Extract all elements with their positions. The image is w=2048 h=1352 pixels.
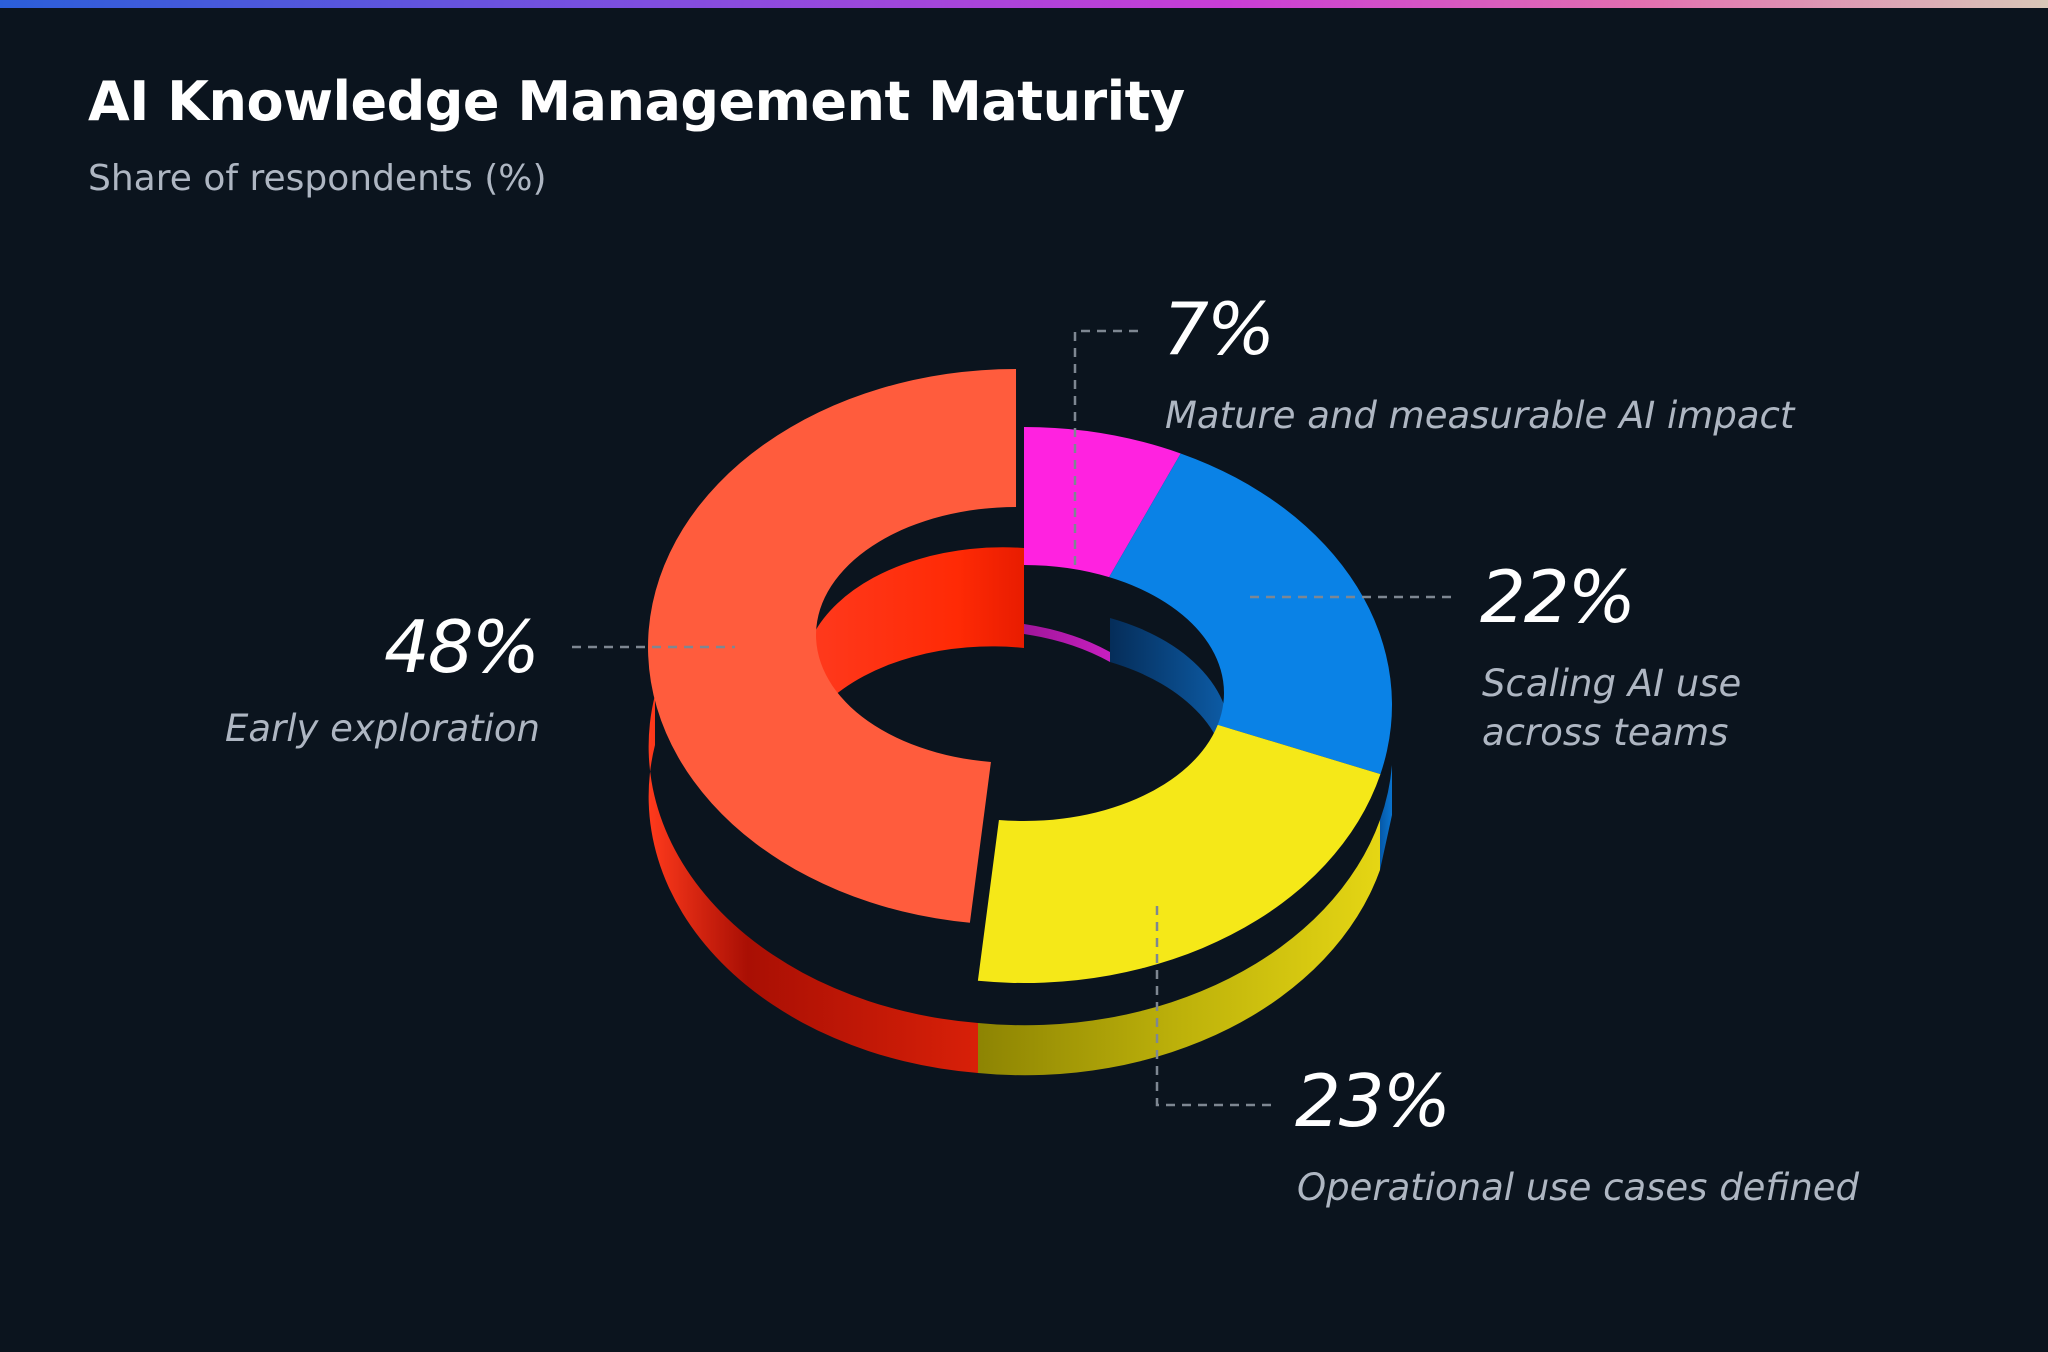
value-label-early: 48% xyxy=(384,605,538,689)
leader-line-mature xyxy=(1073,329,1138,565)
value-label-mature: 7% xyxy=(1163,287,1273,371)
slice-early-exploration-top xyxy=(648,369,1017,923)
value-label-operational: 23% xyxy=(1295,1059,1449,1143)
category-label-early: Early exploration xyxy=(225,707,540,750)
slice-scaling-inner-wall xyxy=(1110,618,1230,790)
slice-mature-top xyxy=(1024,427,1181,578)
top-accent-bar xyxy=(0,0,2048,8)
chart-title: AI Knowledge Management Maturity xyxy=(88,70,1185,133)
category-label-scaling-line2: across teams xyxy=(1482,711,1728,754)
slice-early-exploration-side xyxy=(648,695,978,1073)
slice-scaling-top xyxy=(1109,453,1392,775)
category-label-operational: Operational use cases defined xyxy=(1297,1166,1860,1209)
slice-operational-top xyxy=(977,724,1381,983)
category-label-scaling: Scaling AI use across teams xyxy=(1482,662,1753,754)
slice-mature-inner-wall xyxy=(1024,624,1110,662)
donut-top-faces xyxy=(648,369,1392,983)
slice-scaling-side xyxy=(1380,765,1392,870)
category-label-scaling-line1: Scaling AI use xyxy=(1482,662,1741,705)
chart-subtitle: Share of respondents (%) xyxy=(88,158,547,199)
slice-operational-side xyxy=(978,820,1380,1076)
value-label-scaling: 22% xyxy=(1480,555,1634,639)
leader-line-operational xyxy=(1155,906,1272,1107)
category-label-mature: Mature and measurable AI impact xyxy=(1165,394,1796,437)
slice-early-exploration-inner-wall xyxy=(802,547,1024,735)
